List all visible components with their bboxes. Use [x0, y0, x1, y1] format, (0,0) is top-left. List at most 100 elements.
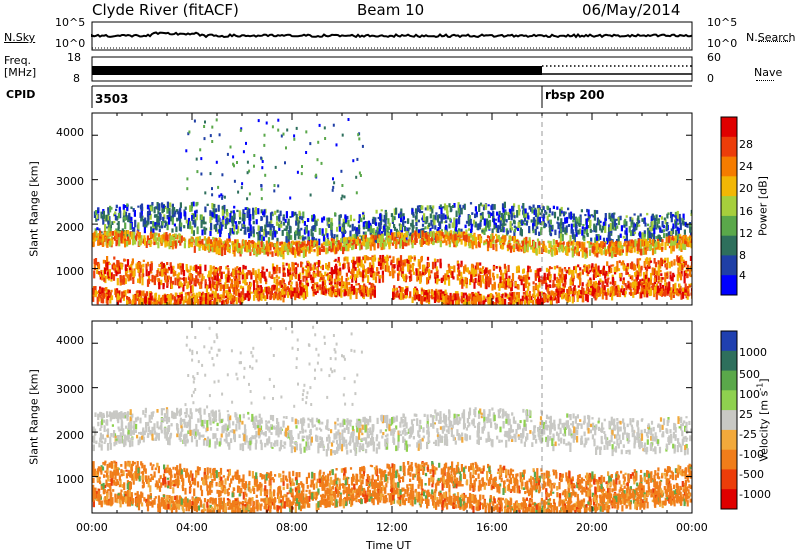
data-cell — [249, 224, 252, 231]
data-cell — [465, 294, 468, 303]
data-cell — [509, 236, 512, 240]
data-cell — [295, 213, 298, 221]
data-cell — [348, 242, 351, 248]
data-cell — [505, 293, 508, 297]
data-cell — [139, 294, 142, 299]
data-cell — [330, 267, 333, 274]
data-cell — [454, 300, 457, 305]
data-cell — [352, 268, 355, 274]
data-cell — [657, 219, 660, 224]
data-cell — [187, 217, 191, 225]
data-cell — [342, 263, 345, 270]
data-cell — [158, 236, 161, 242]
data-cell — [128, 212, 131, 220]
data-cell — [605, 293, 608, 300]
data-cell — [318, 247, 321, 255]
data-cell — [432, 214, 435, 222]
data-cell — [321, 228, 324, 236]
data-cell — [456, 261, 460, 264]
data-cell — [679, 288, 682, 295]
data-cell — [297, 246, 300, 255]
data-cell — [587, 288, 590, 294]
data-cell — [224, 216, 227, 219]
data-cell — [444, 230, 447, 235]
data-cell — [318, 238, 321, 246]
data-cell — [289, 275, 292, 281]
data-cell — [367, 270, 370, 274]
data-cell — [682, 213, 685, 221]
data-cell — [613, 266, 616, 273]
data-cell — [104, 215, 107, 219]
data-cell — [161, 269, 164, 277]
data-cell — [465, 239, 468, 246]
data-cell — [199, 284, 202, 289]
data-cell — [579, 222, 582, 226]
data-cell — [453, 240, 456, 248]
data-cell — [280, 223, 283, 228]
data-cell — [663, 217, 666, 221]
data-cell — [639, 213, 642, 217]
data-cell — [349, 214, 352, 222]
data-cell — [677, 292, 680, 297]
data-cell — [615, 218, 618, 221]
data-cell — [549, 298, 552, 305]
data-cell — [275, 243, 278, 251]
data-cell — [390, 229, 393, 235]
data-cell — [154, 222, 157, 227]
data-cell — [242, 240, 246, 248]
data-cell — [631, 217, 634, 222]
data-cell — [516, 210, 519, 218]
data-cell — [674, 240, 677, 246]
data-cell — [553, 273, 556, 280]
data-cell — [161, 234, 164, 240]
data-cell — [659, 269, 662, 273]
data-cell — [617, 217, 620, 221]
data-cell — [313, 242, 316, 247]
data-cell — [572, 240, 575, 246]
data-cell — [415, 226, 418, 234]
data-cell — [661, 242, 664, 247]
data-cell — [239, 285, 243, 289]
data-cell — [134, 239, 137, 245]
data-cell — [498, 301, 501, 305]
data-cell — [650, 272, 653, 280]
data-cell — [532, 241, 536, 248]
data-cell — [623, 224, 626, 228]
data-cell — [124, 240, 127, 248]
data-cell — [650, 232, 653, 240]
data-cell — [651, 214, 654, 220]
data-cell — [407, 239, 410, 246]
data-cell — [102, 259, 105, 264]
data-cell — [106, 262, 109, 270]
data-cell — [212, 265, 215, 270]
data-cell — [662, 224, 665, 229]
data-cell — [336, 281, 339, 285]
data-cell — [490, 234, 493, 240]
data-cell — [109, 238, 112, 242]
data-cell — [610, 264, 613, 267]
data-cell — [453, 203, 456, 208]
data-cell — [130, 217, 133, 221]
data-cell — [649, 246, 652, 252]
data-cell — [344, 230, 347, 234]
data-cell — [362, 234, 365, 241]
data-cell — [641, 232, 644, 239]
data-cell — [346, 215, 349, 220]
data-cell — [545, 211, 548, 215]
data-cell — [118, 237, 121, 242]
data-cell — [223, 300, 226, 305]
data-cell — [301, 282, 304, 291]
data-cell — [246, 211, 249, 218]
data-cell — [107, 236, 110, 241]
data-cell — [102, 295, 105, 304]
data-cell — [328, 224, 331, 228]
data-cell — [231, 279, 234, 283]
data-cell — [559, 286, 562, 293]
data-cell — [444, 214, 447, 220]
data-cell — [436, 234, 439, 241]
data-cell — [468, 270, 471, 275]
data-cell — [602, 281, 605, 287]
data-cell — [353, 226, 356, 231]
data-cell — [193, 281, 196, 285]
data-cell — [253, 248, 256, 254]
